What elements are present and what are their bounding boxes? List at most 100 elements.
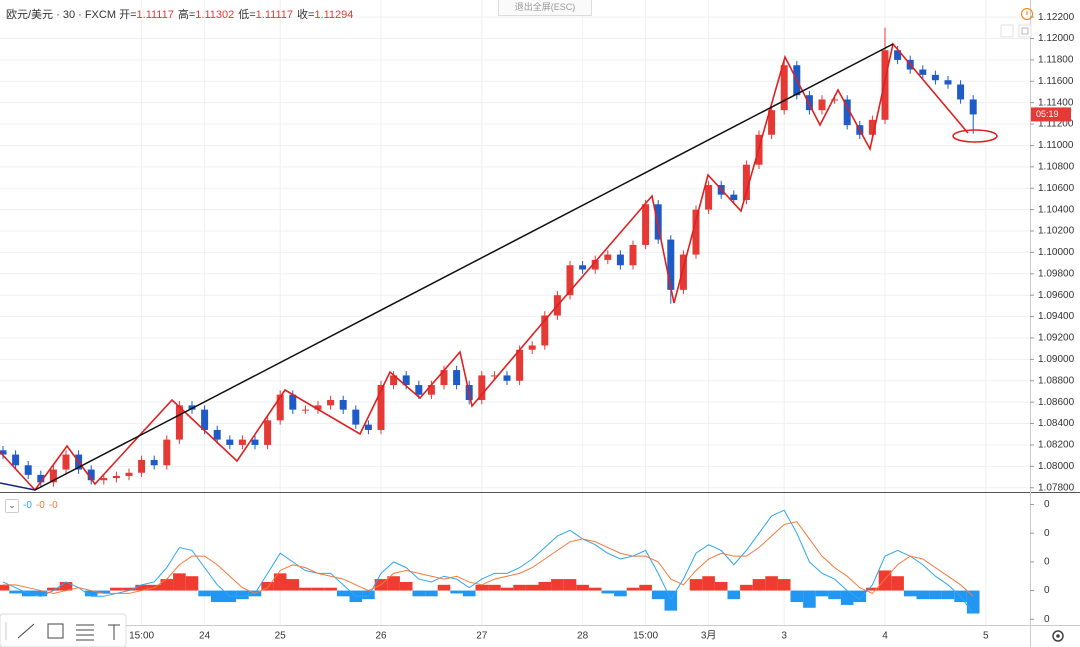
candles bbox=[0, 27, 977, 487]
candle-body bbox=[390, 375, 398, 386]
candle-body bbox=[780, 65, 788, 111]
candle-body bbox=[62, 454, 70, 470]
ohlc-value: 1.11294 bbox=[314, 9, 354, 21]
x-tick-label: 28 bbox=[577, 631, 589, 642]
maximize-icon bbox=[1021, 27, 1029, 35]
drawing-toolbar bbox=[0, 613, 127, 647]
exit-fullscreen-button[interactable]: 退出全屏(ESC) bbox=[498, 0, 592, 16]
download-icon[interactable] bbox=[1000, 24, 1014, 38]
histogram-bar bbox=[488, 584, 501, 591]
candle-body bbox=[415, 385, 423, 395]
x-tick-label: 5 bbox=[983, 631, 989, 642]
ohlc: 开=1.11117 高=1.11302 低=1.11117 收=1.11294 bbox=[119, 9, 357, 21]
candle-body bbox=[478, 375, 486, 401]
histogram-bar bbox=[110, 587, 123, 591]
candle-body bbox=[0, 450, 7, 455]
histogram-bar bbox=[651, 590, 665, 600]
candle-body bbox=[868, 119, 876, 135]
histogram-bar bbox=[689, 579, 703, 591]
candle-body bbox=[427, 385, 435, 395]
candle-body bbox=[843, 99, 851, 126]
histogram-bar bbox=[299, 587, 312, 591]
histogram-bar bbox=[198, 590, 211, 597]
histogram-bar bbox=[84, 590, 98, 597]
y-tick-label: 1.12200 bbox=[1038, 12, 1075, 23]
candle-body bbox=[642, 204, 650, 245]
candle-body bbox=[138, 459, 146, 473]
legend-value: -0 bbox=[35, 500, 45, 511]
histogram-bar bbox=[815, 590, 829, 597]
highlight-ellipse bbox=[952, 129, 998, 143]
header: 欧元/美元 · 30 · FXCM 开=1.11117 高=1.11302 低=1.… bbox=[6, 6, 357, 22]
price-label-bg bbox=[1031, 107, 1071, 122]
alert-icon[interactable] bbox=[1021, 8, 1033, 20]
y-tick-label: 1.10400 bbox=[1038, 204, 1075, 215]
histogram-bar bbox=[916, 590, 930, 600]
y-tick-label: 1.11600 bbox=[1038, 76, 1074, 87]
histogram-bar bbox=[790, 590, 804, 603]
y-tick-label: 1.10800 bbox=[1038, 161, 1075, 172]
candle-body bbox=[528, 345, 536, 350]
histogram-bar bbox=[840, 590, 854, 605]
maximize-icon[interactable] bbox=[1018, 24, 1032, 38]
y-tick-label: 1.11800 bbox=[1038, 55, 1074, 66]
y-tick-label: 0 bbox=[1044, 499, 1050, 510]
histogram-bar bbox=[866, 587, 879, 591]
candle-body bbox=[327, 400, 335, 406]
y-tick-label: 1.09800 bbox=[1038, 268, 1075, 279]
histogram-bar bbox=[664, 590, 678, 611]
candle-body bbox=[364, 424, 372, 430]
legend-values: -0 -0 -0 bbox=[23, 500, 62, 511]
candle-body bbox=[377, 385, 385, 430]
histogram-bar bbox=[513, 584, 526, 591]
candle-body bbox=[616, 254, 624, 266]
histogram-bar bbox=[59, 581, 73, 591]
y-tick-label: 0 bbox=[1044, 557, 1050, 568]
y-tick-label: 1.12000 bbox=[1038, 33, 1075, 44]
y-tick-label: 1.07800 bbox=[1038, 482, 1075, 493]
x-tick-label: 25 bbox=[275, 631, 287, 642]
histogram-bar bbox=[261, 581, 274, 591]
histogram-bar bbox=[727, 590, 741, 600]
settings-icon[interactable] bbox=[1052, 630, 1064, 642]
candle-body bbox=[12, 454, 20, 466]
grid bbox=[0, 0, 1030, 625]
y-tick-label: 1.08400 bbox=[1038, 418, 1075, 429]
candle-body bbox=[49, 469, 57, 483]
candle-body bbox=[541, 315, 549, 346]
collapse-button[interactable]: ⌄ bbox=[5, 499, 19, 513]
candle-body bbox=[402, 375, 410, 386]
histogram-bar bbox=[765, 576, 778, 591]
trend-tool[interactable] bbox=[17, 623, 35, 639]
y-tick-label: 1.08200 bbox=[1038, 440, 1075, 451]
ohlc-value: 1.11117 bbox=[136, 9, 174, 21]
candle-body bbox=[213, 429, 221, 440]
rect-tool[interactable] bbox=[47, 623, 64, 639]
ohlc-label: 高= bbox=[177, 9, 196, 21]
x-tick-label: 3 bbox=[781, 631, 787, 642]
histogram-bar bbox=[614, 590, 627, 597]
candle-body bbox=[818, 99, 826, 111]
histogram-bar bbox=[576, 584, 589, 591]
candle-body bbox=[490, 375, 498, 377]
candle-body bbox=[768, 110, 776, 135]
candle-body bbox=[188, 405, 196, 410]
candle-body bbox=[881, 50, 889, 120]
histogram-bar bbox=[425, 590, 438, 597]
y-tick-label: 1.09000 bbox=[1038, 354, 1075, 365]
histogram-bar bbox=[891, 576, 904, 591]
candle-body bbox=[238, 439, 246, 445]
candle-body bbox=[629, 244, 637, 266]
histogram-bar bbox=[803, 590, 816, 608]
histogram-bar bbox=[236, 590, 249, 600]
candle-body bbox=[112, 475, 120, 479]
x-tick-label: 3月 bbox=[701, 630, 717, 642]
candle-body bbox=[931, 74, 939, 81]
histogram-bar bbox=[853, 590, 867, 603]
histogram-bar bbox=[185, 576, 199, 591]
candle-body bbox=[301, 409, 309, 411]
histogram-bar bbox=[122, 587, 136, 591]
candle-body bbox=[125, 472, 133, 476]
candle-body bbox=[276, 394, 284, 421]
